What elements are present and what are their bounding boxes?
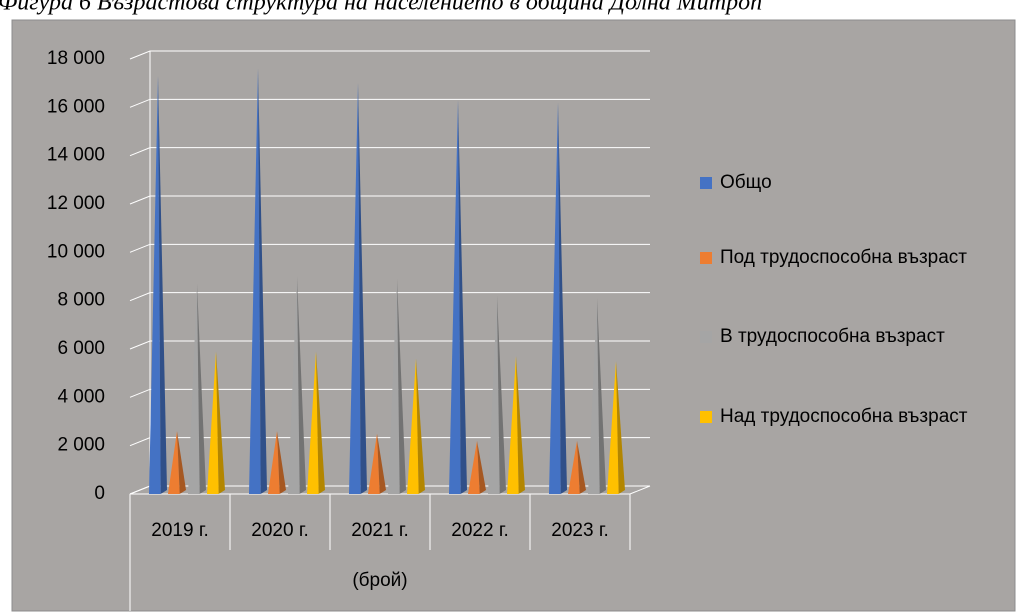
y-tick-label: 2 000 [57,435,105,456]
chart-title: Фигура 6 Възрастова структура на населен… [0,0,762,16]
bar-side [416,358,425,494]
bar [149,75,167,495]
x-tick-label: 2020 г. [251,520,308,541]
bar-side [516,356,525,494]
bar-side [616,361,625,494]
bar-face [207,351,219,494]
bar-side [577,440,586,494]
bar [307,351,325,494]
bar [549,102,567,494]
bar-face [449,100,461,494]
bar [249,68,267,495]
x-tick-label: 2019 г. [151,520,208,541]
bar-face [468,440,480,494]
y-tick-label: 16 000 [47,96,105,117]
bar-face [507,356,519,494]
bar [449,100,467,494]
bar-side [216,351,225,494]
bar-face [307,351,319,494]
bar-side [197,283,206,494]
bar [388,278,406,494]
bar [568,440,586,494]
bar-side [397,278,406,494]
bar-face [188,283,200,494]
legend-label: Общо [720,172,772,193]
legend-swatch [700,252,712,264]
bar-side [297,276,306,494]
legend-swatch [700,177,712,189]
bar-side [477,440,486,494]
bar-side [497,295,506,494]
bar-face [388,278,400,494]
bar [468,440,486,494]
chart-area [11,19,1016,612]
bar-side [258,68,267,495]
bar-face [368,433,380,494]
bar-face [568,440,580,494]
y-tick-label: 10 000 [47,241,105,262]
legend-item: Общо [700,166,1000,199]
y-tick-label: 18 000 [47,48,105,69]
legend-item: Над трудоспособна възраст [700,400,1000,433]
x-tick-label: 2023 г. [551,520,608,541]
x-axis-label: (брой) [352,570,407,591]
bar [588,298,606,494]
x-tick-label: 2022 г. [451,520,508,541]
bar [507,356,525,494]
bar [168,431,186,494]
legend-swatch [700,331,712,343]
bar-face [349,83,361,495]
bar [207,351,225,494]
x-tick-label: 2021 г. [351,520,408,541]
bar [288,276,306,494]
bar-face [168,431,180,494]
y-tick-label: 4 000 [57,386,105,407]
bar-face [488,295,500,494]
legend-item: Под трудоспособна възраст [700,241,1000,274]
bar [488,295,506,494]
bar-face [607,361,619,494]
bar-side [597,298,606,494]
bar-side [277,431,286,494]
bar [268,431,286,494]
bar-side [177,431,186,494]
y-tick-label: 8 000 [57,290,105,311]
legend-item: В трудоспособна възраст [700,320,1000,353]
bar-side [358,83,367,495]
bar-face [549,102,561,494]
bar [188,283,206,494]
bar-face [249,68,261,495]
legend-label: Под трудоспособна възраст [720,247,967,268]
bar [607,361,625,494]
bar-face [588,298,600,494]
bar-face [149,75,161,495]
y-tick-label: 0 [94,483,105,504]
bar-side [158,75,167,495]
bar-side [458,100,467,494]
y-tick-label: 14 000 [47,145,105,166]
bar-side [558,102,567,494]
bar-side [316,351,325,494]
bar-face [268,431,280,494]
legend-label: Над трудоспособна възраст [720,406,968,427]
y-tick-label: 6 000 [57,338,105,359]
bar-face [288,276,300,494]
bar [368,433,386,494]
bar [349,83,367,495]
bar [407,358,425,494]
bar-face [407,358,419,494]
y-tick-label: 12 000 [47,193,105,214]
bar-side [377,433,386,494]
legend-swatch [700,411,712,423]
legend-label: В трудоспособна възраст [720,326,945,347]
